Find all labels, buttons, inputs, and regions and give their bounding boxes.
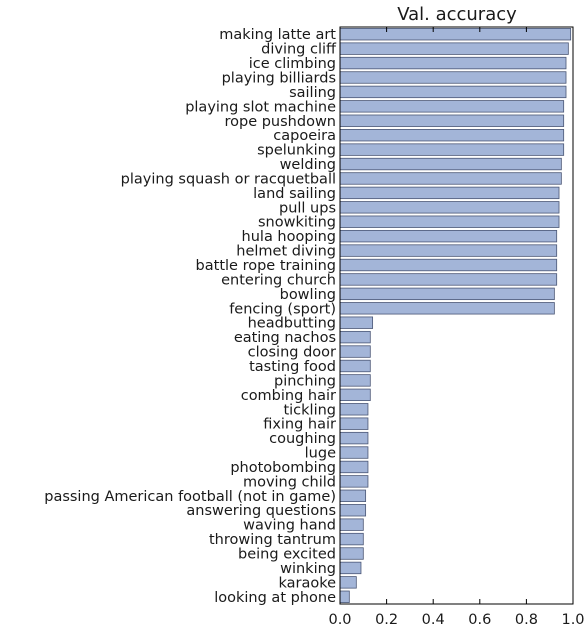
- category-label: welding: [280, 157, 336, 173]
- x-tick-label: 0.4: [422, 612, 445, 628]
- bar: [339, 431, 369, 445]
- category-label: diving cliff: [261, 42, 337, 58]
- category-label: spelunking: [257, 143, 336, 159]
- bar: [339, 388, 371, 402]
- category-label: combing hair: [241, 388, 336, 404]
- category-label: headbutting: [248, 316, 336, 332]
- bar: [339, 143, 565, 156]
- chart-title: Val. accuracy: [397, 4, 517, 25]
- category-label: waving hand: [243, 518, 336, 534]
- bar: [339, 244, 558, 257]
- bar: [339, 460, 369, 474]
- category-label: eating nachos: [234, 330, 336, 346]
- bar: [339, 330, 371, 344]
- bars-group: [339, 28, 572, 603]
- category-label: moving child: [243, 474, 336, 490]
- category-label: coughing: [269, 431, 336, 447]
- bar: [339, 71, 567, 84]
- category-label: pull ups: [279, 200, 336, 216]
- category-label: looking at phone: [214, 590, 336, 606]
- bar: [339, 547, 364, 560]
- category-label: playing squash or racquetball: [121, 171, 336, 187]
- bar: [339, 576, 357, 589]
- category-label: bowling: [280, 287, 336, 303]
- category-label: tasting food: [249, 359, 336, 375]
- bar: [339, 129, 565, 142]
- category-label: being excited: [238, 547, 336, 563]
- bar: [339, 56, 567, 70]
- bar: [339, 28, 572, 41]
- bar: [339, 258, 558, 272]
- x-tick-label: 0.6: [468, 612, 491, 628]
- bar: [339, 532, 364, 546]
- category-label: fixing hair: [263, 417, 336, 433]
- plot-frame: [339, 26, 574, 605]
- bar: [339, 374, 371, 387]
- category-label: playing billiards: [222, 70, 336, 86]
- bar: [339, 229, 558, 243]
- bar: [339, 100, 565, 113]
- bar: [339, 114, 565, 127]
- bar: [339, 403, 369, 416]
- category-label: land sailing: [253, 186, 336, 202]
- category-label: winking: [280, 561, 336, 577]
- bar: [339, 201, 560, 214]
- category-label: passing American football (not in game): [44, 489, 336, 505]
- category-label: sailing: [289, 85, 336, 101]
- category-label: fencing (sport): [229, 301, 336, 317]
- bar: [339, 85, 567, 99]
- category-label: throwing tantrum: [209, 532, 336, 548]
- bar: [339, 345, 371, 358]
- category-label: playing slot machine: [185, 99, 336, 115]
- bar: [339, 417, 369, 430]
- category-label: capoeira: [273, 128, 336, 144]
- category-label: helmet diving: [236, 244, 336, 260]
- category-label: tickling: [283, 402, 336, 418]
- category-label: karaoke: [278, 575, 336, 591]
- bar: [339, 215, 560, 228]
- category-label: snowkiting: [258, 215, 336, 231]
- category-label: battle rope training: [196, 258, 336, 274]
- bar: [339, 475, 369, 488]
- bar: [339, 518, 364, 531]
- x-tick-label: 0.0: [328, 612, 351, 628]
- bar: [339, 273, 558, 286]
- bar: [339, 287, 555, 301]
- category-label: answering questions: [186, 503, 336, 519]
- x-tick-label: 1.0: [561, 612, 584, 628]
- category-label: photobombing: [230, 460, 336, 476]
- category-label: rope pushdown: [224, 114, 336, 130]
- category-label: ice climbing: [249, 56, 336, 72]
- bar: [339, 302, 555, 315]
- category-label: closing door: [248, 345, 336, 361]
- bar: [339, 359, 371, 373]
- x-ticks-group: 0.0 0.2 0.4 0.6 0.8 1.0: [328, 27, 585, 628]
- x-tick-label: 0.8: [515, 612, 538, 628]
- category-label: entering church: [221, 272, 336, 288]
- category-label: pinching: [274, 373, 336, 389]
- category-label: luge: [305, 446, 336, 462]
- bar: [339, 504, 367, 517]
- category-label: making latte art: [219, 27, 336, 43]
- x-tick-label: 0.2: [375, 612, 398, 628]
- bar: [339, 316, 374, 329]
- category-label: hula hooping: [242, 229, 336, 245]
- bar: [339, 590, 350, 603]
- bar: [339, 561, 362, 575]
- bar: [339, 186, 560, 200]
- bar: [339, 446, 369, 459]
- bar: [339, 157, 562, 171]
- bar: [339, 172, 562, 185]
- bar: [339, 42, 569, 55]
- bar: [339, 489, 367, 502]
